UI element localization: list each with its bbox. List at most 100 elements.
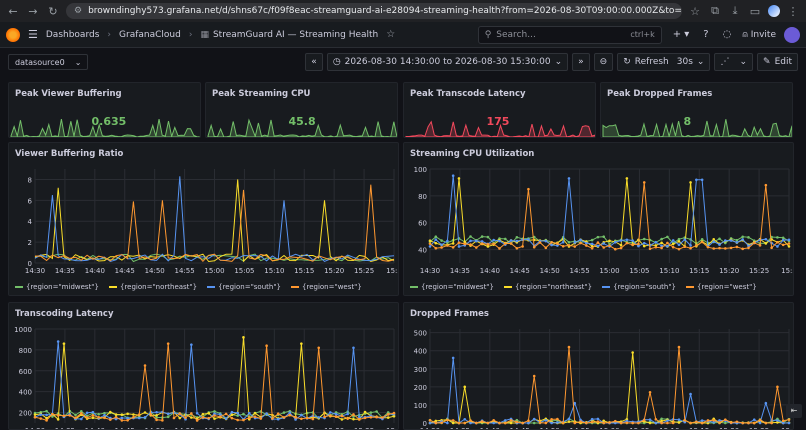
scroll-to-top-button[interactable]: ⇤	[786, 404, 802, 418]
legend-item[interactable]: {region="south"}	[207, 283, 281, 291]
legend-item[interactable]: {region="northeast"}	[503, 283, 592, 291]
stat-title: Peak Viewer Buffering	[15, 89, 122, 99]
back-icon[interactable]: ←	[8, 4, 18, 18]
series-point	[103, 411, 106, 415]
series-point	[590, 420, 594, 424]
time-picker[interactable]: ◷ 2026-08-30 14:30:00 to 2026-08-30 15:3…	[326, 53, 569, 71]
time-back-button[interactable]: «	[305, 53, 323, 71]
legend-item[interactable]: {region="midwest"}	[410, 283, 494, 291]
series-point	[695, 178, 698, 182]
series-point	[236, 418, 239, 422]
menu-toggle-icon[interactable]: ☰	[28, 28, 38, 41]
chart-svg: 40 60 80 100 14:30 14:35 14:40 14:45 14:50 14:55 1…	[414, 166, 794, 275]
series-point	[712, 240, 716, 243]
panel-title: Streaming CPU Utilization	[410, 149, 535, 159]
search-input[interactable]: ⚲ Search... ctrl+k	[477, 25, 662, 44]
series-point	[619, 239, 623, 242]
download-icon[interactable]: ⤓	[732, 4, 738, 17]
legend-item[interactable]: {region="south"}	[602, 283, 676, 291]
legend-item[interactable]: {region="west"}	[686, 283, 757, 291]
series-point	[666, 419, 669, 423]
site-info-icon[interactable]: ⚙	[74, 6, 83, 16]
series-point	[276, 412, 280, 415]
series-point	[363, 410, 367, 414]
sidepanel-icon[interactable]: ▭	[749, 4, 761, 18]
series-point	[654, 421, 658, 425]
series-point	[120, 413, 124, 417]
series-point	[700, 240, 704, 244]
reload-icon[interactable]: ↻	[48, 4, 58, 18]
series-point	[764, 183, 768, 187]
series-point	[781, 243, 785, 247]
zoom-out-button[interactable]: ⊖	[593, 53, 614, 71]
series-point	[764, 401, 768, 405]
series-point	[712, 420, 716, 424]
x-tick-label: 14:45	[115, 267, 135, 275]
timeseries-panel[interactable]: Dropped Frames 0 100 200 300 400 500 14:30 14:35…	[403, 302, 794, 430]
series-point	[538, 421, 542, 424]
breadcrumb-dashboards[interactable]: Dashboards	[45, 29, 100, 40]
profile-avatar[interactable]	[768, 5, 780, 17]
legend-item[interactable]: {region="northeast"}	[108, 283, 197, 291]
series-point	[492, 419, 495, 422]
series-point	[596, 244, 600, 248]
series-point	[346, 412, 349, 416]
series-point	[567, 177, 571, 180]
address-bar[interactable]: ⚙ browndinghy573.grafana.net/d/shns67c/f…	[66, 3, 682, 19]
forward-icon[interactable]: →	[28, 4, 38, 18]
series-point	[137, 416, 141, 420]
favorite-star-icon[interactable]: ☆	[386, 29, 396, 40]
share-button[interactable]: ⋰ ⌄	[714, 53, 754, 71]
series-point	[509, 419, 513, 422]
timeseries-panel[interactable]: Transcoding Latency 200 400 600 800 1000 14:30…	[8, 302, 399, 430]
series-point	[747, 236, 750, 239]
invite-button[interactable]: ⍝ Invite	[742, 30, 776, 40]
stat-panel[interactable]: Peak Dropped Frames 8	[600, 82, 793, 138]
series-point	[752, 418, 756, 421]
series-point	[346, 417, 349, 420]
x-tick-label: 14:55	[569, 427, 589, 430]
timeseries-panel[interactable]: Streaming CPU Utilization 40 60 80 100 14:30 1…	[403, 142, 794, 296]
series-point	[357, 415, 361, 419]
series-point	[451, 421, 455, 425]
grafana-logo[interactable]	[6, 27, 20, 42]
x-tick-label: 15:3	[781, 267, 794, 275]
browser-toolbar: ← → ↻ ⚙ browndinghy573.grafana.net/d/shn…	[0, 0, 806, 22]
legend-item[interactable]: {region="west"}	[291, 283, 362, 291]
help-icon[interactable]: ?	[703, 29, 709, 40]
stat-panel[interactable]: Peak Transcode Latency 175	[403, 82, 596, 138]
bookmark-star-icon[interactable]: ☆	[690, 4, 700, 18]
series-point	[300, 342, 303, 345]
series-point	[776, 245, 779, 248]
series-point	[143, 364, 147, 367]
edit-button[interactable]: ✎ Edit	[757, 53, 798, 71]
series-point	[259, 417, 263, 420]
stat-panel[interactable]: Peak Viewer Buffering 0.635	[8, 82, 201, 138]
series-point	[625, 241, 629, 245]
series-point	[457, 177, 461, 180]
x-tick-label: 14:45	[510, 267, 530, 275]
series-point	[666, 235, 669, 239]
series-point	[677, 421, 681, 424]
series-point	[666, 244, 669, 248]
series-point	[294, 418, 297, 421]
legend-label: {region="midwest"}	[26, 283, 99, 291]
stat-panel[interactable]: Peak Streaming CPU 45.8	[205, 82, 398, 138]
legend-item[interactable]: {region="midwest"}	[15, 283, 99, 291]
sparkline-area	[405, 120, 595, 137]
series-point	[608, 244, 611, 247]
menu-icon[interactable]: ⋮	[787, 4, 799, 18]
datasource-select[interactable]: datasource0 ⌄	[8, 54, 89, 70]
time-forward-button[interactable]: »	[572, 53, 590, 71]
series-point	[677, 345, 681, 349]
breadcrumb-folder[interactable]: GrafanaCloud	[119, 29, 181, 40]
refresh-button[interactable]: ↻ Refresh 30s ⌄	[617, 53, 711, 71]
series-point	[521, 245, 524, 248]
extensions-icon[interactable]: ⧉	[711, 4, 719, 17]
news-icon[interactable]: ◌	[722, 29, 732, 40]
chart-svg: 0 2 4 6 8 14:30 14:35 14:40 14:45 14:50 14:55 15:00…	[25, 169, 398, 275]
timeseries-panel[interactable]: Viewer Buffering Ratio 0 2 4 6 8 14:30 14:35 14:…	[8, 142, 399, 296]
breadcrumb-current[interactable]: ▦ StreamGuard AI — Streaming Health	[200, 30, 378, 40]
add-icon[interactable]: + ▾	[672, 29, 690, 40]
user-avatar[interactable]	[784, 26, 800, 43]
